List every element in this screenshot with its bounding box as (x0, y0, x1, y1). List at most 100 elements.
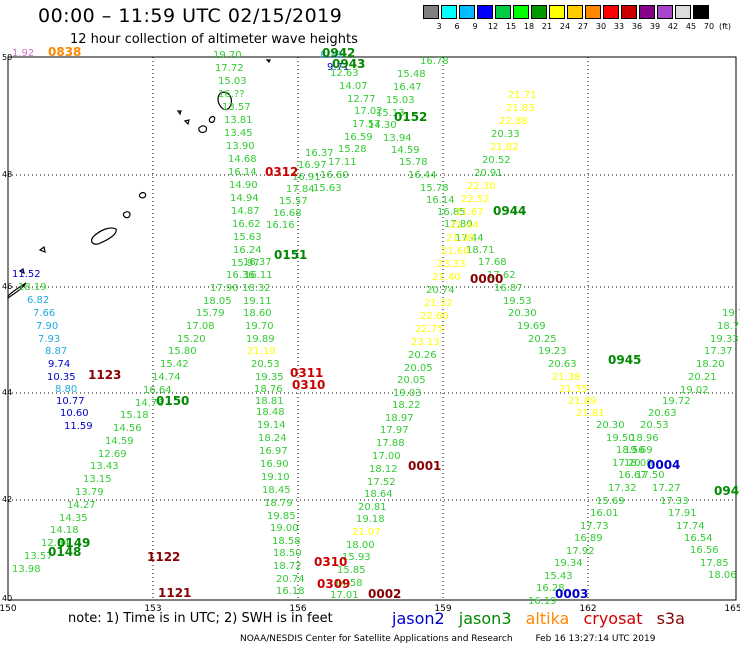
wave-height-value: 19.69 (517, 321, 546, 332)
wave-height-value: 13.94 (383, 133, 412, 144)
wave-height-value: 21.81 (576, 408, 605, 419)
wave-height-value: 15.78 (399, 157, 428, 168)
wave-height-value: 19.23 (538, 346, 567, 357)
wave-height-value: 17.11 (328, 157, 357, 168)
scale-swatch (657, 5, 673, 19)
island-shape (122, 211, 131, 219)
wave-height-value: 15.93 (342, 552, 371, 563)
wave-height-value: 17.37 (704, 346, 733, 357)
wave-height-value: 17.57 (352, 119, 381, 130)
wave-height-value: 12.63 (330, 68, 359, 79)
wave-height-value: 19.14 (257, 420, 286, 431)
latitude-label: 48 (2, 170, 12, 179)
wave-height-value: 7.90 (36, 321, 58, 332)
wave-height-value: 17.33 (660, 496, 689, 507)
wave-height-value: 16.37 (243, 257, 272, 268)
wave-height-value: 20.21 (688, 372, 717, 383)
island-shape (91, 227, 117, 245)
island-shape (265, 59, 271, 64)
wave-height-value: 10.77 (56, 396, 85, 407)
scale-swatch (531, 5, 547, 19)
credit-line: NOAA/NESDIS Center for Satellite Applica… (240, 634, 655, 644)
wave-height-value: 13.98 (12, 564, 41, 575)
wave-height-value: 14.59 (391, 145, 420, 156)
wave-height-value: 14.87 (231, 206, 260, 217)
pass-time-label: 0001 (408, 459, 441, 473)
island-shape (208, 115, 216, 124)
wave-height-value: 8.87 (45, 346, 67, 357)
wave-height-value: 17.50 (636, 470, 665, 481)
wave-height-value: 15.28 (338, 144, 367, 155)
wave-height-value: 16.62 (232, 219, 261, 230)
wave-height-value: 19.18 (356, 514, 385, 525)
wave-height-value: 11.59 (64, 421, 93, 432)
scale-label: 45 (685, 22, 697, 31)
wave-height-value: 19.53 (503, 296, 532, 307)
wave-height-value: 20.74 (426, 285, 455, 296)
scale-swatch (621, 5, 637, 19)
scale-label: 12 (487, 22, 499, 31)
wave-height-value: 17.44 (455, 233, 484, 244)
wave-height-value: 20.74 (276, 574, 305, 585)
scale-swatch (693, 5, 709, 19)
wave-height-value: 13.15 (83, 474, 112, 485)
wave-height-value: 16.89 (574, 533, 603, 544)
wave-height-value: 19.70 (213, 50, 242, 61)
wave-height-value: 21.07 (352, 527, 381, 538)
wave-height-value: 19.10 (261, 472, 290, 483)
wave-height-value: 19.03 (393, 388, 422, 399)
wave-height-value: 15.85 (337, 565, 366, 576)
wave-height-value: 19.85 (267, 511, 296, 522)
scale-swatch (495, 5, 511, 19)
wave-height-value: 19.89 (246, 334, 275, 345)
wave-height-value: 18.81 (255, 396, 284, 407)
island-shape (38, 245, 46, 253)
wave-height-value: 14.56 (113, 423, 142, 434)
wave-height-value: 15.03 (386, 95, 415, 106)
pass-time-label: 0004 (647, 458, 680, 472)
wave-height-value: 15.57 (279, 196, 308, 207)
wave-height-value: 0838 (48, 45, 81, 59)
wave-height-value: 17.00 (372, 451, 401, 462)
wave-height-value: 20.63 (548, 359, 577, 370)
wave-height-value: 12.69 (98, 449, 127, 460)
wave-height-value: 13.90 (226, 141, 255, 152)
wave-height-value: 8.38 (320, 50, 342, 61)
pass-time-label: 1122 (147, 550, 180, 564)
wave-height-value: 14.74 (152, 372, 181, 383)
wave-height-value: 15.78 (420, 183, 449, 194)
generated-timestamp: Feb 16 13:27:14 UTC 2019 (535, 634, 656, 644)
wave-height-value: 23.13 (411, 337, 440, 348)
wave-height-value: 19.11 (243, 296, 272, 307)
page-title: 00:00 – 11:59 UTC 02/15/2019 (38, 5, 343, 27)
wave-height-value: 20.26 (408, 350, 437, 361)
pass-time-label: 0943 (332, 57, 365, 71)
wave-height-value: 20.53 (251, 359, 280, 370)
wave-height-value: 22.75 (415, 324, 444, 335)
wave-height-value: 22.30 (467, 181, 496, 192)
wave-height-value: 16.?? (218, 89, 245, 100)
scale-label: 33 (613, 22, 625, 31)
wave-height-value: 16.59 (344, 132, 373, 143)
wave-height-value: 16.16 (266, 220, 295, 231)
wave-height-value: 8.80 (55, 384, 77, 395)
longitude-label: 150 (0, 604, 17, 614)
wave-height-value: 14.90 (229, 180, 258, 191)
wave-height-value: 18.64 (364, 489, 393, 500)
wave-height-value: 14.35 (59, 513, 88, 524)
wave-height-value: 20.63 (648, 408, 677, 419)
wave-height-value: 16.64 (143, 385, 172, 396)
credit-text: NOAA/NESDIS Center for Satellite Applica… (240, 634, 513, 644)
wave-height-value: 22.60 (420, 311, 449, 322)
wave-height-value: 13.43 (90, 461, 119, 472)
wave-height-value: 21.60 (441, 246, 470, 257)
scale-swatch (549, 5, 565, 19)
scale-label: 39 (649, 22, 661, 31)
wave-height-value: 14.18 (50, 525, 79, 536)
scale-swatch (513, 5, 529, 19)
wave-height-value: 11.52 (12, 269, 41, 280)
legend-cryosat: cryosat (583, 609, 643, 628)
wave-height-value: 17.08 (186, 321, 215, 332)
axis-labels: 150 153 156 159 162 165 50 48 46 44 42 40 (0, 53, 740, 614)
wave-height-value: 17.32 (608, 483, 637, 494)
